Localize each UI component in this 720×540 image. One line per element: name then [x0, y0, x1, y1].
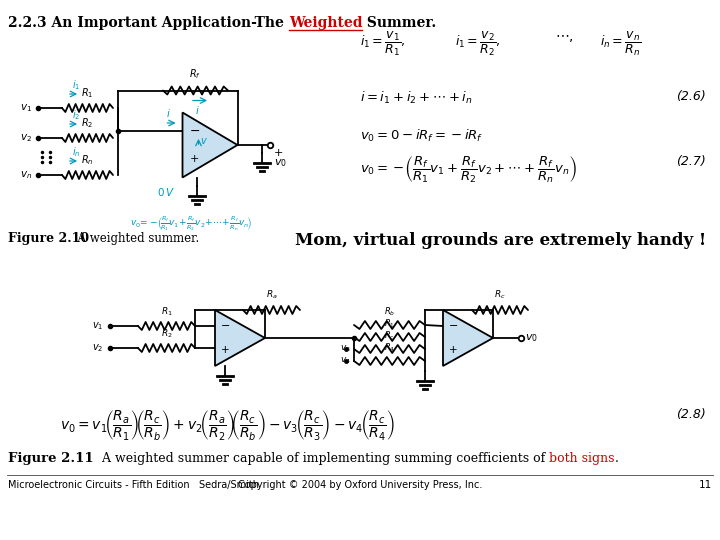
Text: both signs: both signs	[549, 452, 614, 465]
Text: −: −	[221, 321, 230, 331]
Text: −: −	[449, 321, 459, 331]
Text: $v_1$: $v_1$	[20, 102, 32, 114]
Text: $v_0\!=\!-\!\left(\!\frac{R_f}{R_1}v_1\!+\!\frac{R_f}{R_2}v_2\!+\!\cdots\!+\!\fr: $v_0\!=\!-\!\left(\!\frac{R_f}{R_1}v_1\!…	[130, 214, 252, 233]
Text: $R_c$: $R_c$	[494, 288, 506, 301]
Text: +: +	[189, 154, 199, 164]
Text: Microelectronic Circuits - Fifth Edition   Sedra/Smith: Microelectronic Circuits - Fifth Edition…	[8, 480, 259, 490]
Text: $v_2$: $v_2$	[91, 342, 103, 354]
Text: Copyright © 2004 by Oxford University Press, Inc.: Copyright © 2004 by Oxford University Pr…	[238, 480, 482, 490]
Text: $v_3$: $v_3$	[340, 344, 351, 354]
Text: $R_4$: $R_4$	[384, 341, 395, 354]
Text: .: .	[614, 452, 618, 465]
Text: $v$: $v$	[200, 136, 208, 146]
Text: $R_1$: $R_1$	[161, 306, 173, 318]
Text: Weighted: Weighted	[289, 16, 362, 30]
Text: +: +	[449, 345, 458, 355]
Text: $i_n$: $i_n$	[72, 145, 81, 159]
Text: $R_2$: $R_2$	[161, 327, 173, 340]
Text: Mom, virtual grounds are extremely handy !: Mom, virtual grounds are extremely handy…	[295, 232, 706, 249]
Text: $i_1 = \dfrac{v_2}{R_2},$: $i_1 = \dfrac{v_2}{R_2},$	[455, 30, 500, 58]
Text: $i$: $i$	[166, 107, 171, 119]
Text: $0\,V$: $0\,V$	[156, 186, 174, 198]
Text: +: +	[274, 148, 283, 158]
Text: $R_2$: $R_2$	[81, 116, 94, 130]
Text: $R_1$: $R_1$	[81, 86, 94, 100]
Text: 11: 11	[698, 480, 712, 490]
Polygon shape	[215, 310, 265, 366]
Polygon shape	[182, 112, 238, 178]
Text: $i = i_1 + i_2 + \cdots + i_n$: $i = i_1 + i_2 + \cdots + i_n$	[360, 90, 473, 106]
Text: $i_n = \dfrac{v_n}{R_n}$: $i_n = \dfrac{v_n}{R_n}$	[600, 30, 642, 58]
Text: $R_f$: $R_f$	[189, 68, 202, 82]
Text: Figure 2.10: Figure 2.10	[8, 232, 89, 245]
Text: A weighted summer.: A weighted summer.	[70, 232, 199, 245]
Text: (2.6): (2.6)	[676, 90, 706, 103]
Text: $v_n$: $v_n$	[19, 169, 32, 181]
Text: $v_0$: $v_0$	[274, 157, 287, 169]
Text: $R_n$: $R_n$	[81, 153, 94, 167]
Text: −: −	[189, 125, 200, 138]
Polygon shape	[443, 310, 493, 366]
Text: $R_a$: $R_a$	[266, 288, 278, 301]
Text: 2.2.3 An Important Application-The: 2.2.3 An Important Application-The	[8, 16, 289, 30]
Text: Summer.: Summer.	[362, 16, 436, 30]
Text: +: +	[221, 345, 230, 355]
Text: $v_2$: $v_2$	[20, 132, 32, 144]
Text: A weighted summer capable of implementing summing coefficients of: A weighted summer capable of implementin…	[94, 452, 549, 465]
Text: $i_1$: $i_1$	[72, 78, 81, 92]
Text: $i_2$: $i_2$	[72, 108, 80, 122]
Text: $v_4$: $v_4$	[340, 356, 351, 366]
Text: $\cdots,$: $\cdots,$	[555, 30, 574, 44]
Text: $R_1$: $R_1$	[384, 318, 395, 330]
Text: $v_1$: $v_1$	[91, 320, 103, 332]
Text: (2.8): (2.8)	[676, 408, 706, 421]
Text: $v_0 = v_1\!\left(\dfrac{R_a}{R_1}\right)\!\!\left(\dfrac{R_c}{R_b}\right) + v_2: $v_0 = v_1\!\left(\dfrac{R_a}{R_1}\right…	[60, 408, 395, 442]
Text: $v_0 = 0 - iR_f = -iR_f$: $v_0 = 0 - iR_f = -iR_f$	[360, 128, 483, 144]
Text: $v_0 = -\!\left(\dfrac{R_f}{R_1}v_1 + \dfrac{R_f}{R_2}v_2 + \cdots + \dfrac{R_f}: $v_0 = -\!\left(\dfrac{R_f}{R_1}v_1 + \d…	[360, 155, 577, 185]
Text: $i$: $i$	[194, 105, 199, 117]
Text: $v_0$: $v_0$	[525, 332, 538, 344]
Text: $i_1 = \dfrac{v_1}{R_1},$: $i_1 = \dfrac{v_1}{R_1},$	[360, 30, 405, 58]
Text: $R_b$: $R_b$	[384, 306, 395, 318]
Text: $R_c$: $R_c$	[384, 329, 395, 342]
Text: Figure 2.11: Figure 2.11	[8, 452, 94, 465]
Text: (2.7): (2.7)	[676, 155, 706, 168]
